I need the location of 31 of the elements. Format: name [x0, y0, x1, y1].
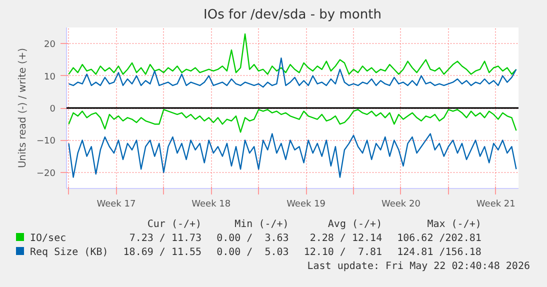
x-tick-label: Week 21 [476, 200, 516, 210]
text: Last update: Fri May 22 02:40:48 2026 [306, 260, 530, 274]
line-series [68, 57, 517, 88]
legend-label: IO/sec [29, 232, 68, 246]
line-series [68, 133, 517, 178]
text: 106.62 /202.81 [396, 232, 482, 246]
text: Avg (-/+) [326, 218, 384, 232]
y-tick-label: 10 [44, 72, 56, 82]
y-tick-label: 20 [44, 40, 56, 50]
text: Min (-/+) [234, 218, 290, 232]
x-tick-label: Week 19 [286, 200, 326, 210]
text: 18.69 / 11.55 [122, 246, 203, 260]
text: 0.00 / 5.03 [216, 246, 290, 260]
y-tick-label: −10 [36, 136, 56, 147]
x-tick-label: Week 20 [381, 200, 421, 210]
text: 12.10 / 7.81 [302, 246, 384, 260]
text: Cur (-/+) [146, 218, 203, 232]
chart-title: IOs for /dev/sda - by month [204, 8, 382, 22]
x-tick-label: Week 18 [192, 200, 231, 210]
text: 7.23 / 11.73 [128, 232, 203, 246]
text: 2.28 / 12.14 [308, 232, 384, 246]
y-tick-label: 0 [50, 104, 56, 114]
legend-label: Req Size (KB) [29, 246, 110, 260]
x-tick-label: Week 17 [96, 200, 136, 210]
line-series [68, 109, 517, 133]
y-axis-title: Units read (-) / write (+) [18, 48, 29, 168]
text: 0.00 / 3.63 [216, 232, 290, 246]
text: Max (-/+) [426, 218, 482, 232]
text: 124.81 /156.18 [396, 246, 482, 260]
y-tick-label: −20 [36, 168, 56, 179]
line-series [68, 33, 517, 75]
